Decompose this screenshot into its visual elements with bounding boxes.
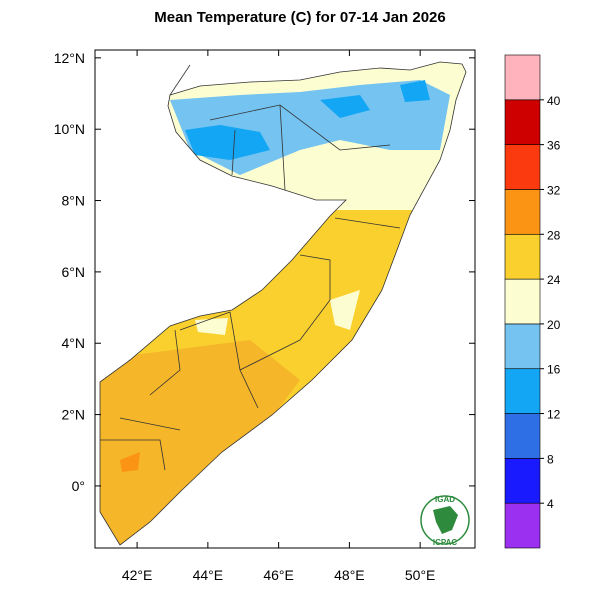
y-tick-label: 8°N	[62, 193, 86, 209]
x-tick-label: 44°E	[193, 567, 224, 583]
title: Mean Temperature (C) for 07-14 Jan 2026	[154, 9, 446, 26]
colorbar-label: 20	[547, 318, 561, 332]
colorbar-box	[504, 323, 541, 370]
colorbar-box	[504, 54, 541, 101]
colorbar-label: 32	[547, 183, 561, 197]
colorbar-box	[504, 99, 541, 145]
country-border	[99, 61, 467, 546]
logo: IGAD ICPAC	[420, 495, 470, 547]
colorbar-box	[504, 502, 541, 549]
y-tick-label: 6°N	[62, 264, 86, 280]
colorbar-label: 12	[547, 408, 561, 422]
y-tick-label: 0°	[72, 478, 85, 494]
y-tick-label: 12°N	[54, 50, 85, 66]
colorbar-label: 40	[547, 94, 561, 108]
colorbar-box	[504, 458, 541, 504]
colorbar-box	[504, 144, 541, 190]
admin-borders	[100, 64, 401, 471]
x-tick-label: 50°E	[405, 567, 436, 583]
y-tick-label: 10°N	[54, 121, 85, 137]
colorbar-label: 16	[547, 363, 561, 377]
colorbar-box	[504, 413, 541, 459]
y-tick-label: 2°N	[62, 407, 86, 423]
colorbar-label: 8	[547, 452, 554, 466]
colorbar-label: 28	[547, 228, 561, 242]
colorbar-box	[504, 233, 541, 280]
colorbar-box	[504, 278, 541, 325]
logo-top: IGAD	[435, 495, 455, 504]
colorbar-label: 24	[547, 273, 561, 287]
y-tick-label: 4°N	[62, 335, 86, 351]
axes: 42°E 44°E 46°E 48°E 50°E 12°N 10°N 8°N 6°N 4°N 2°N…	[54, 50, 475, 583]
colorbar-label: 4	[547, 497, 554, 511]
colorbar-box	[504, 368, 541, 414]
colorbar: 4 8 12 16 20 24 28 32 36 40	[504, 54, 561, 549]
colorbar-box	[504, 189, 541, 235]
x-tick-label: 46°E	[263, 567, 294, 583]
colorbar-label: 36	[547, 139, 561, 153]
x-tick-label: 42°E	[122, 567, 153, 583]
logo-bottom: ICPAC	[433, 538, 458, 547]
x-tick-label: 48°E	[334, 567, 365, 583]
